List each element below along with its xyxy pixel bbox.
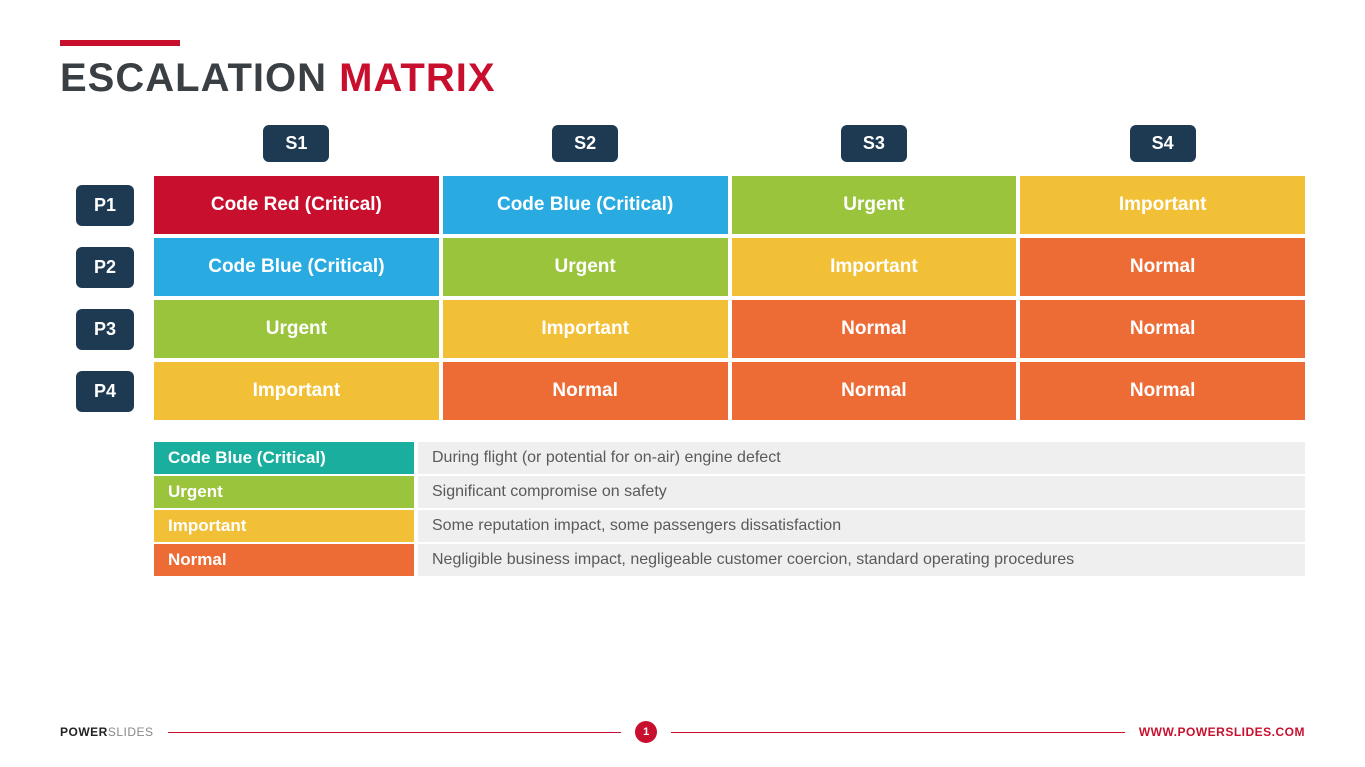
header-spacer [60, 125, 150, 162]
matrix-cell: Normal [1020, 300, 1305, 358]
column-header-label: S3 [841, 125, 907, 162]
legend-row: NormalNegligible business impact, neglig… [154, 544, 1305, 576]
matrix-row: P3UrgentImportantNormalNormal [60, 300, 1305, 358]
matrix-cell: Normal [732, 362, 1017, 420]
footer-line-right [671, 732, 1125, 733]
legend-description: Some reputation impact, some passengers … [418, 510, 1305, 542]
title-part1: Escalation [60, 56, 327, 100]
matrix-row: P4ImportantNormalNormalNormal [60, 362, 1305, 420]
footer-brand-bold: POWER [60, 725, 108, 739]
matrix-cell: Urgent [154, 300, 439, 358]
matrix-cell: Normal [732, 300, 1017, 358]
legend-description: Significant compromise on safety [418, 476, 1305, 508]
matrix-cell: Important [732, 238, 1017, 296]
column-header-label: S4 [1130, 125, 1196, 162]
row-header-label: P3 [76, 309, 134, 350]
column-header-label: S1 [263, 125, 329, 162]
matrix-cell: Important [1020, 176, 1305, 234]
column-headers: S1 S2 S3 S4 [60, 125, 1305, 162]
column-header: S4 [1020, 125, 1305, 162]
row-header-label: P4 [76, 371, 134, 412]
title-part2: Matrix [339, 56, 495, 100]
matrix-cell: Important [443, 300, 728, 358]
matrix-cell: Important [154, 362, 439, 420]
page-title: Escalation Matrix [60, 56, 1305, 101]
row-header: P3 [60, 300, 150, 358]
row-header-label: P1 [76, 185, 134, 226]
row-header-label: P2 [76, 247, 134, 288]
footer-brand-light: SLIDES [108, 725, 154, 739]
matrix-row: P1 Code Red (Critical)Code Blue (Critical… [60, 176, 1305, 234]
escalation-matrix: S1 S2 S3 S4 P1 Code Red (Critical)Code Blue … [60, 125, 1305, 420]
legend-label: Important [154, 510, 414, 542]
legend-label: Normal [154, 544, 414, 576]
footer-line-left [168, 732, 622, 733]
matrix-cell: Normal [443, 362, 728, 420]
row-header: P1 [60, 176, 150, 234]
legend-description: Negligible business impact, negligeable … [418, 544, 1305, 576]
matrix-cell: Urgent [443, 238, 728, 296]
legend-row: Code Blue (Critical)During flight (or po… [154, 442, 1305, 474]
footer: POWERSLIDES 1 WWW.POWERSLIDES.COM [60, 721, 1305, 743]
legend-label: Urgent [154, 476, 414, 508]
matrix-row: P2 Code Blue (Critical)UrgentImportantNor… [60, 238, 1305, 296]
matrix-cell: Urgent [732, 176, 1017, 234]
legend-label: Code Blue (Critical) [154, 442, 414, 474]
column-header: S2 [443, 125, 728, 162]
slide: Escalation Matrix S1 S2 S3 S4 P1 Code Red (C… [0, 0, 1365, 576]
matrix-cell: Code Blue (Critical) [443, 176, 728, 234]
matrix-cell: Code Red (Critical) [154, 176, 439, 234]
matrix-cell: Code Blue (Critical) [154, 238, 439, 296]
footer-brand: POWERSLIDES [60, 725, 154, 739]
column-header: S3 [732, 125, 1017, 162]
legend-row: ImportantSome reputation impact, some pa… [154, 510, 1305, 542]
legend: Code Blue (Critical)During flight (or po… [154, 442, 1305, 576]
row-header: P2 [60, 238, 150, 296]
column-header-label: S2 [552, 125, 618, 162]
column-header: S1 [154, 125, 439, 162]
matrix-cell: Normal [1020, 238, 1305, 296]
legend-row: UrgentSignificant compromise on safety [154, 476, 1305, 508]
title-accent-bar [60, 40, 180, 46]
matrix-cell: Normal [1020, 362, 1305, 420]
footer-page-number: 1 [635, 721, 657, 743]
row-header: P4 [60, 362, 150, 420]
footer-url: WWW.POWERSLIDES.COM [1139, 725, 1305, 739]
legend-description: During flight (or potential for on-air) … [418, 442, 1305, 474]
